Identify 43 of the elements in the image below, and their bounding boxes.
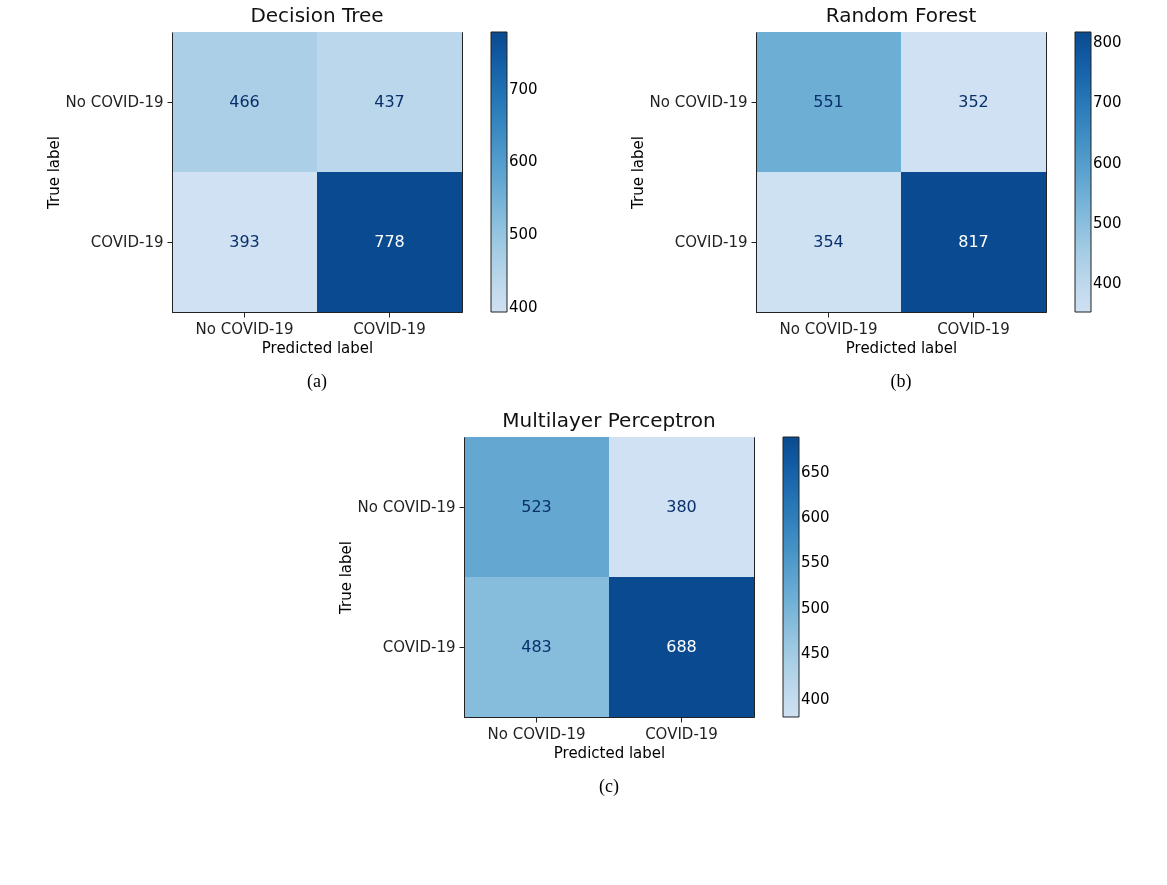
y-axis-title: True label	[628, 136, 647, 210]
color-bar-label: 400	[1092, 274, 1122, 293]
x-tick-label: No COVID-19	[779, 319, 878, 338]
color-bar-label: 700	[1092, 93, 1122, 112]
color-bar-label: 800	[1092, 33, 1122, 52]
color-bar-label: 450	[801, 644, 830, 663]
y-axis-title: True label	[336, 541, 355, 615]
color-bar-label: 600	[1092, 153, 1122, 172]
x-tick-label: COVID-19	[936, 319, 1010, 338]
x-axis-title: Predicted label	[262, 338, 374, 357]
x-tick-label: No COVID-19	[195, 319, 294, 338]
color-bar-label: 400	[509, 297, 538, 316]
data-label: 380	[666, 497, 697, 516]
color-bar-label: 500	[509, 225, 538, 244]
data-label: 393	[229, 232, 261, 251]
color-bar-label: 400	[801, 689, 830, 708]
color-bar-label: 650	[801, 462, 830, 481]
chart-title: Decision Tree	[250, 3, 384, 27]
data-label: 778	[374, 232, 406, 251]
x-tick-label: COVID-19	[353, 319, 427, 338]
y-axis-title: True label	[44, 136, 63, 210]
text: (b)	[890, 371, 912, 392]
data-label: 437	[374, 92, 406, 111]
color-bar-label: 600	[509, 152, 538, 171]
data-label: 483	[521, 637, 552, 656]
color-bar-label: 600	[801, 508, 830, 526]
data-label: 354	[812, 232, 844, 251]
data-label: 551	[812, 92, 844, 111]
data-label: 688	[666, 637, 697, 656]
data-label: 523	[521, 497, 552, 516]
data-label: 352	[957, 92, 989, 111]
chart-title: Random Forest	[825, 3, 977, 27]
data-label: 817	[957, 232, 989, 251]
color-bar-label: 500	[1092, 213, 1122, 232]
x-axis-title: Predicted label	[553, 743, 666, 762]
color-bar-label: 550	[801, 553, 830, 572]
color-bar-label: 700	[509, 79, 538, 98]
text: (a)	[307, 371, 328, 392]
x-axis-title: Predicted label	[845, 338, 957, 357]
color-bar-label: 500	[801, 598, 830, 617]
data-label: 466	[229, 92, 261, 111]
text: (c)	[599, 776, 619, 797]
chart-title: Multilayer Perceptron	[502, 408, 716, 432]
